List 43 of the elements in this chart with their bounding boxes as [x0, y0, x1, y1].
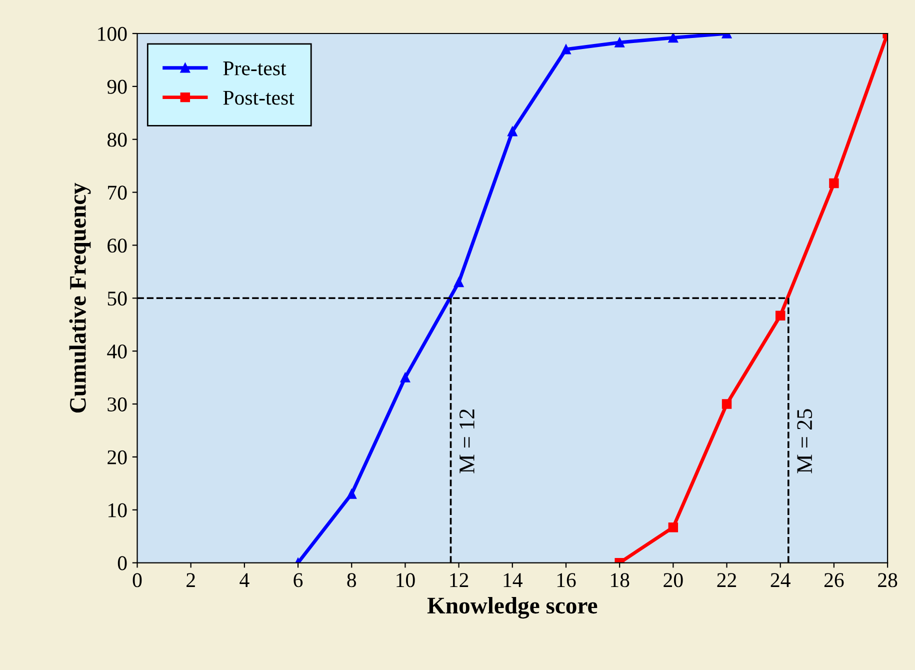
y-tick-label: 100 — [98, 26, 127, 41]
point — [829, 178, 839, 188]
x-tick-label: 20 — [664, 573, 683, 588]
point — [776, 310, 786, 320]
y-tick-label: 70 — [108, 186, 127, 200]
x-tick-label: 2 — [186, 573, 195, 587]
x-tick-label: 4 — [240, 573, 250, 587]
x-tick-label: 6 — [294, 573, 303, 588]
x-tick-label: 22 — [717, 573, 736, 587]
x-axis-title: Knowledge score — [427, 596, 598, 619]
legend-label: Post-test — [223, 90, 294, 105]
y-tick-label: 10 — [108, 503, 127, 518]
x-tick-label: 8 — [347, 573, 356, 588]
y-tick-label: 90 — [107, 80, 127, 94]
point — [668, 522, 678, 532]
y-axis-title: Cumulative Frequency — [69, 182, 91, 413]
y-tick-label: 30 — [108, 397, 127, 412]
y-tick-label: 60 — [108, 238, 127, 253]
y-tick-label: 50 — [108, 292, 127, 306]
legend-label: Pre-test — [223, 62, 286, 76]
y-tick-label: 40 — [107, 344, 127, 359]
point — [668, 34, 678, 43]
x-tick-label: 28 — [878, 573, 898, 588]
point — [722, 399, 732, 409]
x-tick-label: 18 — [611, 573, 630, 588]
y-tick-label: 20 — [108, 450, 127, 464]
x-tick-label: 14 — [504, 573, 522, 587]
point — [400, 372, 410, 382]
x-tick-label: 26 — [824, 573, 844, 588]
x-tick-label: 10 — [396, 573, 415, 588]
point — [561, 44, 571, 54]
point — [508, 126, 518, 136]
annotation: M = 12 — [460, 409, 474, 474]
point — [614, 38, 624, 48]
y-tick-label: 0 — [118, 556, 127, 570]
point — [346, 489, 356, 499]
x-tick-label: 24 — [770, 573, 790, 587]
point — [454, 277, 464, 288]
x-tick-label: 0 — [132, 573, 142, 588]
annotation: M = 25 — [797, 409, 812, 474]
x-tick-label: 16 — [557, 573, 576, 588]
y-tick-label: 80 — [107, 132, 127, 147]
x-tick-label: 12 — [450, 573, 468, 587]
